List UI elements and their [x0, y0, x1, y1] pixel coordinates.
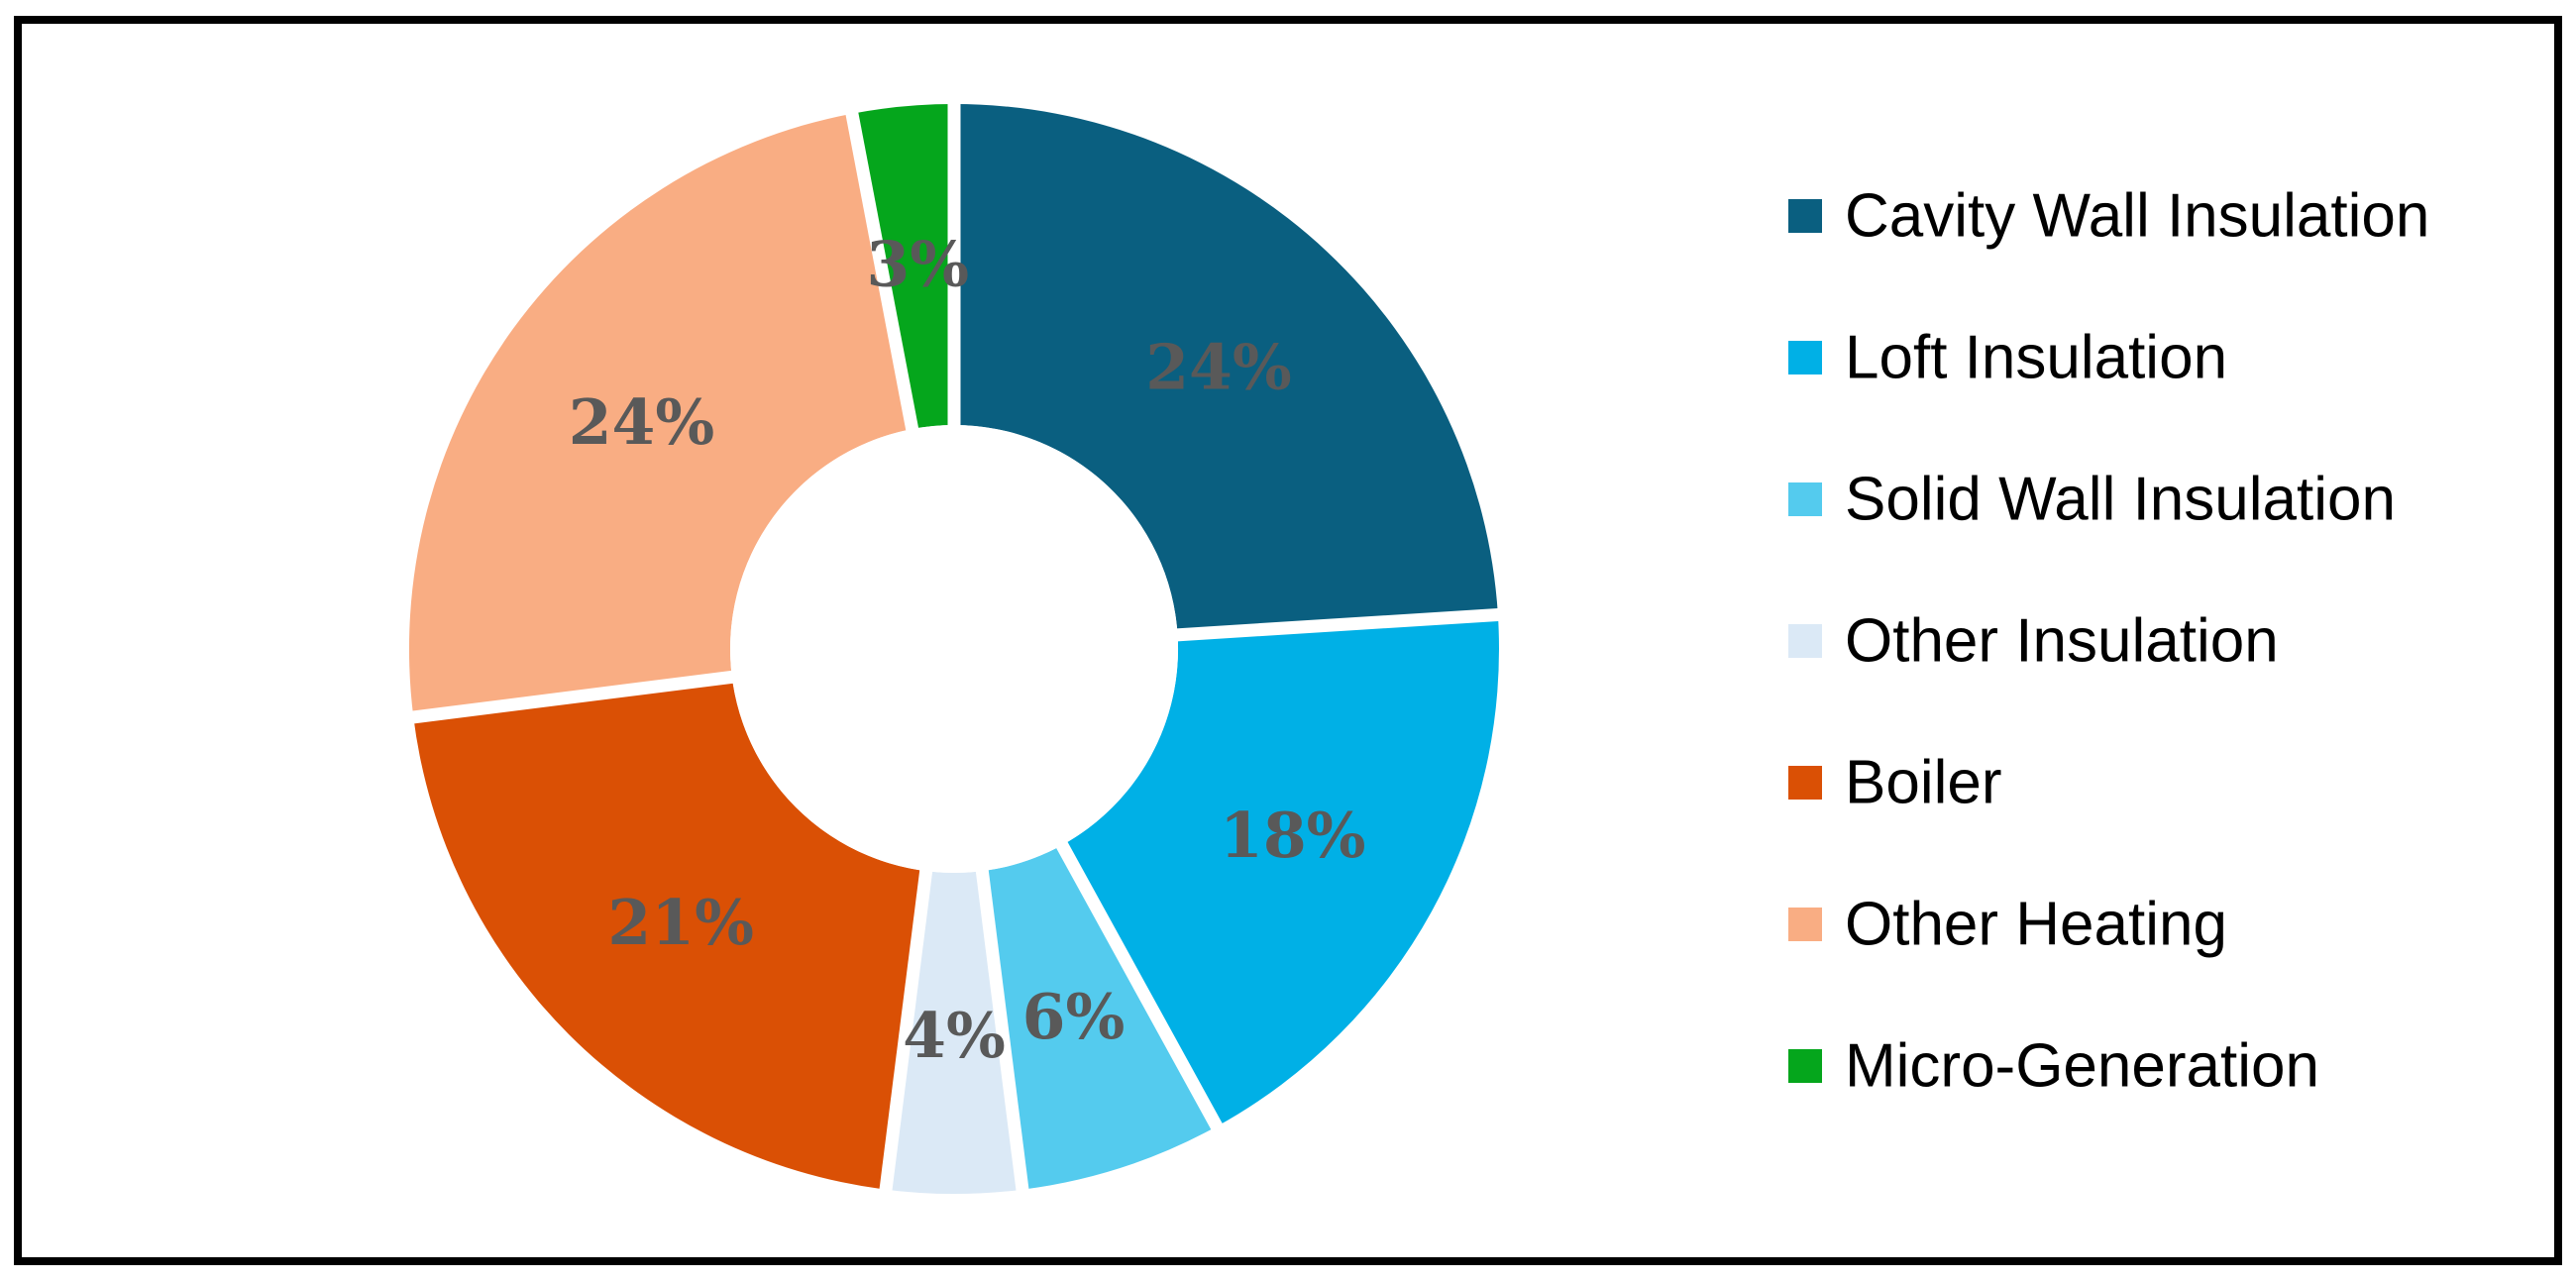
- legend-label-loft-insulation: Loft Insulation: [1845, 324, 2227, 392]
- data-label-micro-generation: 3%: [866, 228, 969, 301]
- legend-label-other-heating: Other Heating: [1845, 891, 2227, 959]
- data-label-boiler: 21%: [607, 886, 754, 959]
- legend-swatch-loft-insulation: [1788, 341, 1822, 374]
- slice-other-heating[interactable]: [408, 113, 912, 717]
- legend-item-solid-wall-insulation[interactable]: Solid Wall Insulation: [1788, 466, 2396, 534]
- slice-loft-insulation[interactable]: [1061, 614, 1499, 1127]
- legend-swatch-boiler: [1788, 766, 1822, 800]
- legend-item-other-insulation[interactable]: Other Insulation: [1788, 607, 2279, 676]
- legend-swatch-cavity-wall-insulation: [1788, 199, 1822, 233]
- legend-swatch-other-heating: [1788, 908, 1822, 941]
- legend-label-boiler: Boiler: [1845, 749, 2002, 817]
- slice-micro-generation[interactable]: [851, 103, 954, 429]
- legend-swatch-other-insulation: [1788, 624, 1822, 658]
- legend-item-micro-generation[interactable]: Micro-Generation: [1788, 1032, 2319, 1101]
- data-label-other-insulation: 4%: [903, 999, 1006, 1072]
- chart-border: [14, 16, 2562, 1265]
- legend-item-boiler[interactable]: Boiler: [1788, 749, 2002, 817]
- data-labels-group: 24% 18% 6%4% 21% 24% 3%: [569, 228, 1366, 1072]
- data-label-other-heating: 24%: [569, 385, 715, 459]
- legend-item-other-heating[interactable]: Other Heating: [1788, 891, 2227, 959]
- legend-swatch-solid-wall-insulation: [1788, 482, 1822, 516]
- slice-cavity-wall-insulation[interactable]: [954, 104, 1498, 635]
- legend-swatch-micro-generation: [1788, 1049, 1822, 1083]
- legend-label-cavity-wall-insulation: Cavity Wall Insulation: [1845, 182, 2429, 251]
- legend-label-solid-wall-insulation: Solid Wall Insulation: [1845, 466, 2396, 534]
- legend: Cavity Wall Insulation Loft Insulation Sol…: [1788, 182, 2429, 1101]
- legend-label-other-insulation: Other Insulation: [1845, 607, 2279, 676]
- legend-label-micro-generation: Micro-Generation: [1845, 1032, 2319, 1101]
- data-label-cavity-wall-insulation: 24%: [1145, 331, 1292, 404]
- slice-boiler[interactable]: [413, 677, 926, 1190]
- slice-solid-wall-insulation[interactable]: [982, 845, 1217, 1190]
- legend-item-cavity-wall-insulation[interactable]: Cavity Wall Insulation: [1788, 182, 2429, 251]
- data-label-solid-wall-insulation: 6%: [1022, 980, 1126, 1053]
- data-label-loft-insulation: 18%: [1220, 799, 1366, 872]
- legend-item-loft-insulation[interactable]: Loft Insulation: [1788, 324, 2227, 392]
- donut-hole: [730, 425, 1178, 873]
